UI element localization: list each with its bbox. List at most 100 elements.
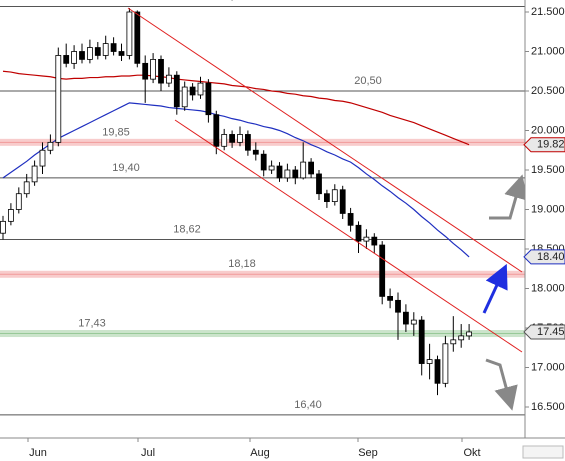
price-tag — [523, 324, 565, 340]
x-tick-label: Okt — [463, 447, 480, 459]
candle-body — [347, 213, 354, 226]
candle-body — [158, 59, 164, 84]
arrow-bull — [489, 174, 525, 220]
channel-upper — [127, 7, 523, 273]
level-label: 21,57 — [218, 0, 246, 2]
y-tick-label: 19.000 — [531, 203, 565, 215]
candle-body — [244, 134, 251, 151]
candle-body — [47, 141, 54, 151]
candle-body — [252, 149, 259, 155]
y-tick-label: 17.000 — [531, 361, 565, 373]
price-tag-label: 17.45 — [537, 326, 565, 338]
candle-body — [308, 161, 315, 175]
price-tag — [523, 249, 565, 265]
x-tick-label: Aug — [250, 447, 270, 459]
candle-body — [126, 11, 133, 56]
level-label: 16,40 — [294, 399, 322, 411]
y-tick-label: 20.000 — [531, 124, 565, 136]
candle-body — [237, 134, 243, 143]
candle-body — [55, 55, 62, 143]
channel-lower — [174, 119, 523, 353]
candle-body — [87, 47, 93, 60]
candle-body — [110, 43, 117, 52]
price-tag-label: 19.82 — [537, 139, 565, 151]
candle-body — [229, 134, 236, 143]
y-tick-label: 21.500 — [531, 6, 565, 18]
y-tick-label: 18.000 — [531, 282, 565, 294]
candle-body — [284, 169, 291, 179]
candle-body — [371, 236, 378, 246]
candle-body — [355, 224, 362, 242]
candle-body — [31, 165, 38, 183]
x-tick-label: Jul — [141, 447, 155, 459]
y-tick-label: 16.500 — [531, 401, 565, 413]
moving-average — [2, 70, 470, 146]
candle-body — [134, 11, 141, 64]
x-tick-label: Jun — [29, 447, 47, 459]
candle-body — [15, 193, 22, 210]
candle-body — [7, 209, 14, 222]
level-label: 17,43 — [78, 317, 106, 329]
candle-body — [387, 295, 394, 301]
candle-body — [323, 193, 330, 202]
candle-body — [292, 169, 299, 179]
level-label: 18,18 — [228, 258, 256, 270]
candle-body — [39, 149, 46, 167]
y-tick-label: 21.000 — [531, 45, 565, 57]
level-label: 19,40 — [112, 162, 140, 174]
candle-body — [118, 51, 125, 56]
level-label: 18,62 — [173, 223, 201, 235]
candle-body — [418, 319, 425, 364]
candle-body — [316, 173, 322, 195]
y-tick-label: 20.500 — [531, 85, 565, 97]
candle-body — [205, 82, 212, 116]
candle-body — [94, 47, 101, 56]
levels: 21,57 20,50 19,85 19,40 18,62 18,18 17,43 16,40 — [0, 0, 525, 416]
x-tick-label: Sep — [358, 447, 378, 459]
level-label: 20,50 — [354, 75, 382, 87]
candle-body — [165, 74, 172, 84]
price-tag-label: 18.40 — [537, 251, 565, 263]
candle-body — [442, 343, 449, 384]
price-tag — [523, 137, 565, 153]
candle-body — [276, 165, 283, 179]
candle-body — [466, 331, 473, 337]
candle-body — [450, 339, 457, 345]
candle-body — [0, 220, 6, 234]
axes: 16.50017.00017.50018.00018.50019.00019.5… — [27, 6, 565, 459]
annotations — [127, 7, 525, 411]
moving-average — [2, 102, 470, 258]
candle-body — [339, 189, 346, 214]
candle-body — [142, 62, 149, 80]
candle-body — [221, 134, 228, 147]
arrow-bear — [485, 358, 518, 411]
candle-body — [331, 189, 338, 202]
candle-body — [79, 51, 85, 60]
toolbar[interactable] — [522, 445, 564, 459]
candle-body — [434, 359, 441, 384]
candle-body — [23, 181, 30, 195]
candle-body — [410, 319, 417, 325]
candle-body — [71, 51, 77, 64]
candle-body — [197, 82, 204, 96]
candle-body — [63, 55, 70, 64]
candle-body — [379, 244, 386, 297]
plot — [0, 8, 473, 396]
candle-body — [260, 153, 267, 171]
level-label: 19,85 — [102, 126, 130, 138]
candle-body — [102, 43, 109, 56]
candle-body — [395, 299, 401, 313]
candle-body — [300, 161, 307, 179]
y-tick-label: 19.500 — [531, 164, 565, 176]
candle-body — [181, 86, 188, 108]
candle-body — [426, 359, 433, 364]
candle-body — [363, 236, 370, 242]
candle-body — [458, 335, 465, 341]
candle-body — [402, 311, 409, 325]
candle-body — [213, 114, 220, 147]
zoom-controls[interactable] — [522, 445, 564, 459]
candle-body — [189, 86, 196, 96]
candle-body — [150, 59, 157, 80]
